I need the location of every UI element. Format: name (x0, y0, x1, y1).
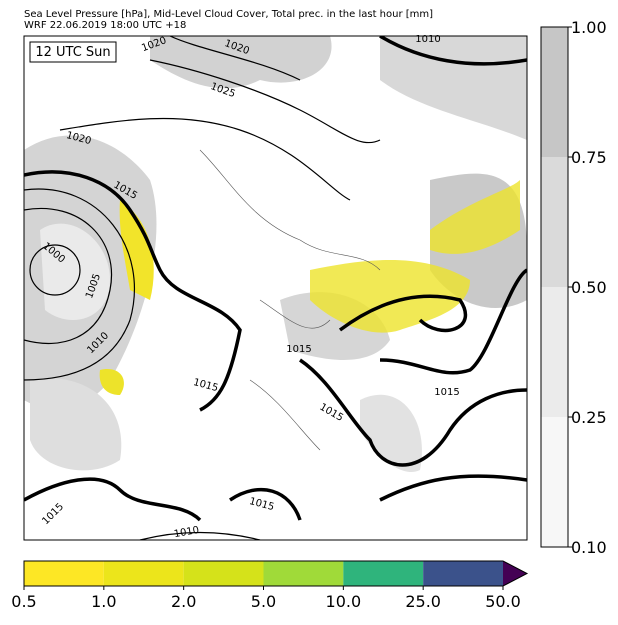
isobar-label: 1010 (173, 525, 200, 540)
colorbar-segment (183, 561, 264, 586)
colorbar-segment (541, 417, 568, 547)
colorbar-segment (263, 561, 344, 586)
colorbar-tick-label: 2.0 (171, 592, 196, 611)
colorbar-extend (503, 561, 527, 586)
colorbar-tick-label: 1.0 (91, 592, 116, 611)
isobar-label: 1015 (286, 344, 311, 355)
title: Sea Level Pressure [hPa], Mid-Level Clou… (24, 9, 433, 20)
colorbar-segment (24, 561, 104, 586)
colorbar-segment (541, 287, 568, 417)
colorbar-segment (541, 157, 568, 287)
time-label: 12 UTC Sun (35, 45, 110, 60)
colorbar-segment (423, 561, 503, 586)
colorbar-tick-label: 10.0 (326, 592, 362, 611)
colorbar-tick-label: 0.5 (11, 592, 36, 611)
colorbar-segment (541, 27, 568, 157)
colorbar-segment (103, 561, 184, 586)
colorbar-tick-label: 5.0 (251, 592, 276, 611)
colorbar-tick-label: 0.10 (571, 538, 607, 557)
colorbar-tick-label: 1.00 (571, 18, 607, 37)
colorbar-tick-label: 25.0 (405, 592, 441, 611)
colorbar-tick-label: 0.25 (571, 408, 607, 427)
map: 1020 102010251020101510001005101010151015… (23, 34, 528, 541)
subtitle: WRF 22.06.2019 18:00 UTC +18 (24, 20, 186, 31)
colorbar-segment (343, 561, 424, 586)
colorbar-frame (23, 560, 529, 587)
colorbar-tick-label: 0.50 (571, 278, 607, 297)
colorbar-tick-label: 50.0 (485, 592, 521, 611)
colorbar-tick-label: 0.75 (571, 148, 607, 167)
isobar-label: 1015 (434, 387, 459, 398)
isobar-label: 1010 (415, 34, 440, 45)
